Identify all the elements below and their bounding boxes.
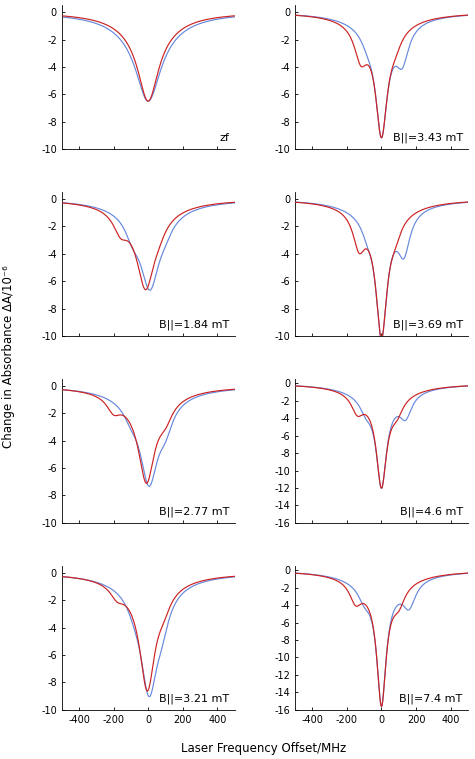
Text: B||=3.69 mT: B||=3.69 mT [392, 320, 463, 330]
Text: Laser Frequency Offset/MHz: Laser Frequency Offset/MHz [181, 742, 346, 755]
Text: B||=1.84 mT: B||=1.84 mT [159, 320, 229, 330]
Text: zf: zf [219, 134, 229, 143]
Text: B||=3.43 mT: B||=3.43 mT [392, 133, 463, 143]
Text: B||=4.6 mT: B||=4.6 mT [399, 506, 463, 517]
Text: B||=7.4 mT: B||=7.4 mT [399, 694, 463, 704]
Text: Change in Absorbance ΔA/10⁻⁶: Change in Absorbance ΔA/10⁻⁶ [2, 266, 15, 448]
Text: B||=3.21 mT: B||=3.21 mT [159, 694, 229, 704]
Text: B||=2.77 mT: B||=2.77 mT [159, 506, 229, 517]
